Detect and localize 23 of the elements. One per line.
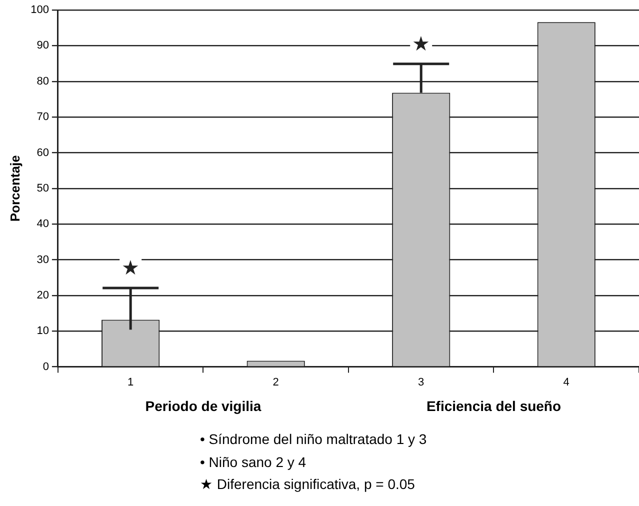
y-axis-title: Porcentaje bbox=[7, 155, 22, 222]
text: • Niño sano 2 y 4 bbox=[200, 452, 308, 472]
text: Periodo de vigilia bbox=[145, 398, 262, 414]
y-tick-label: 60 bbox=[36, 146, 49, 159]
y-tick-label: 90 bbox=[36, 40, 49, 52]
y-tick-label: 70 bbox=[36, 111, 49, 124]
y-tick-label: 100 bbox=[30, 4, 49, 16]
annotation: ★ bbox=[412, 33, 430, 56]
y-tick-label: 50 bbox=[36, 182, 49, 194]
y-tick-label: 0 bbox=[42, 360, 49, 373]
y-tick-label: 30 bbox=[36, 254, 49, 266]
y-tick-label: 20 bbox=[36, 289, 49, 302]
x-tick-label: 2 bbox=[272, 376, 279, 388]
text: ★ Diferencia significativa, p = 0.05 bbox=[200, 475, 416, 494]
text: • Síndrome del niño maltratado 1 y 3 bbox=[200, 430, 427, 449]
y-tick-label: 40 bbox=[36, 218, 49, 230]
text: Eficiencia del sueño bbox=[426, 398, 562, 414]
x-tick-label: 1 bbox=[128, 376, 134, 388]
annotation: ★ bbox=[122, 257, 140, 280]
y-tick-label: 80 bbox=[36, 75, 49, 88]
x-tick-label: 4 bbox=[563, 376, 570, 388]
y-tick-label: 10 bbox=[36, 325, 49, 338]
x-tick-label: 3 bbox=[418, 376, 424, 388]
